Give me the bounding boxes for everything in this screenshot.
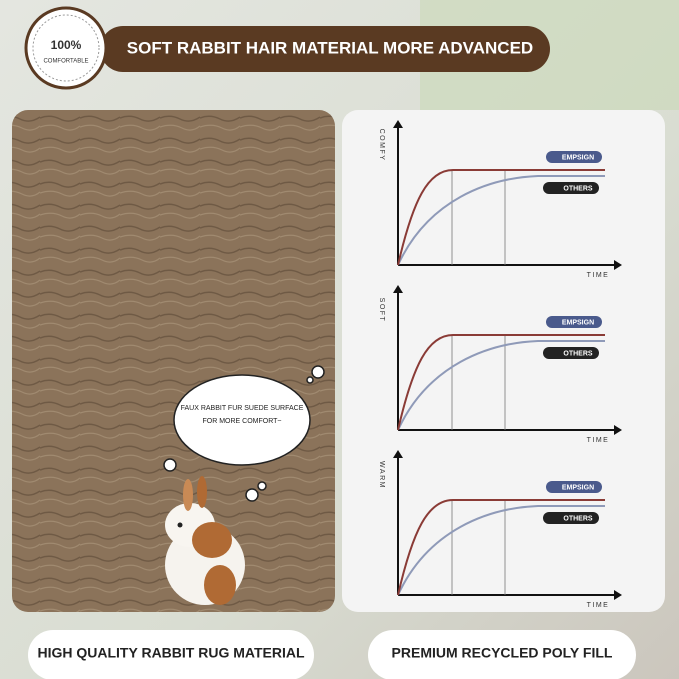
legend-entry: OTHERS <box>563 515 593 522</box>
axis-arrow <box>614 590 622 600</box>
others-curve <box>397 175 605 266</box>
comparison-panel <box>342 110 665 612</box>
axis-arrow <box>393 450 403 458</box>
legend-entry: OTHERS <box>563 350 593 357</box>
y-axis-label: SOFT <box>378 298 385 323</box>
badge-percent: 100% <box>51 38 82 52</box>
callout-line: FAUX RABBIT FUR SUEDE SURFACE <box>181 405 304 412</box>
x-axis-label: TIME <box>587 437 610 444</box>
caption: PREMIUM RECYCLED POLY FILL <box>392 645 613 661</box>
axis-arrow <box>614 425 622 435</box>
empsign-curve <box>397 499 605 596</box>
caption: HIGH QUALITY RABBIT RUG MATERIAL <box>37 645 304 661</box>
badge-label: COMFORTABLE <box>43 59 88 65</box>
others-curve <box>397 505 605 596</box>
empsign-curve <box>397 169 605 266</box>
header-title: SOFT RABBIT HAIR MATERIAL MORE ADVANCED <box>127 38 533 57</box>
fur-panel <box>12 110 335 612</box>
axis-arrow <box>393 285 403 293</box>
rabbit <box>165 476 245 605</box>
legend-entry: EMPSIGN <box>562 484 594 491</box>
legend-badge <box>543 512 599 524</box>
others-curve <box>397 340 605 431</box>
axis-arrow <box>614 260 622 270</box>
callout-line: FOR MORE COMFORT~ <box>202 418 281 425</box>
comparison-charts: COMFY TIME EMPSIGN OTHERS SOFT TIME EMPSIGN OTH… <box>378 120 622 609</box>
axis-arrow <box>393 120 403 128</box>
empsign-curve <box>397 334 605 431</box>
legend-badge <box>546 151 602 163</box>
y-axis-label: WARM <box>378 461 385 489</box>
legend-entry: EMPSIGN <box>562 154 594 161</box>
x-axis-label: TIME <box>587 272 610 279</box>
legend-badge <box>546 481 602 493</box>
x-axis-label: TIME <box>587 602 610 609</box>
caption-pill <box>28 630 314 679</box>
legend-entry: EMPSIGN <box>562 319 594 326</box>
legend-badge <box>546 316 602 328</box>
cloud <box>163 365 325 502</box>
legend-entry: OTHERS <box>563 185 593 192</box>
y-axis-label: COMFY <box>378 129 385 162</box>
header-pill <box>100 26 550 72</box>
caption-pill <box>368 630 636 679</box>
badge <box>24 6 108 90</box>
legend-badge <box>543 347 599 359</box>
legend-badge <box>543 182 599 194</box>
badge-ring <box>32 14 100 82</box>
